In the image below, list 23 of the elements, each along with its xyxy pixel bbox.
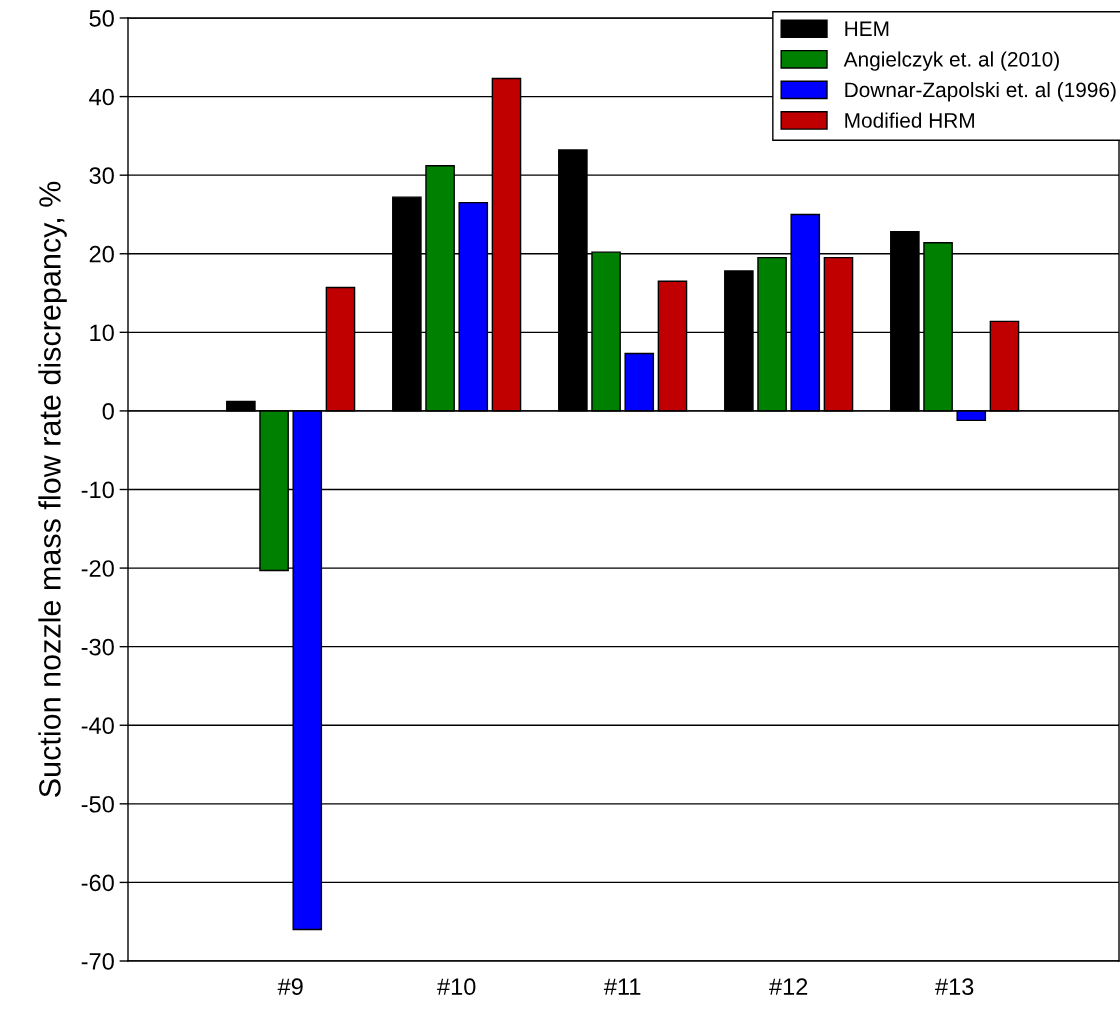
- y-tick-label: -50: [81, 795, 114, 813]
- y-tick-label: -70: [81, 953, 114, 970]
- y-tick-label: 20: [89, 245, 114, 263]
- y-tick-label: 40: [89, 88, 114, 106]
- y-tick-label: -60: [81, 874, 114, 892]
- legend-label: Modified HRM: [845, 112, 974, 128]
- y-tick-label: 10: [90, 324, 114, 342]
- y-tick-label: -10: [81, 481, 114, 499]
- legend-label: Angielczyk et. al (2010): [843, 51, 1059, 71]
- legend-label: Downar-Zapolski et. al (1996): [845, 81, 1116, 102]
- y-tick-label: 0: [102, 402, 114, 420]
- x-tick-label: #10: [437, 978, 476, 996]
- legend-label: HEM: [845, 21, 889, 36]
- y-tick-label: -40: [81, 717, 114, 735]
- y-tick-label: 50: [89, 10, 114, 27]
- y-tick-label: -30: [81, 638, 114, 656]
- y-tick-label: 30: [89, 167, 114, 184]
- x-tick-label: #11: [603, 978, 641, 995]
- x-tick-label: #12: [769, 978, 808, 995]
- x-tick-label: #13: [935, 978, 974, 996]
- y-axis-title: Suction nozzle mass flow rate discrepancy, %: [38, 181, 67, 797]
- x-tick-label: #9: [277, 978, 303, 996]
- y-tick-label: -20: [81, 560, 114, 577]
